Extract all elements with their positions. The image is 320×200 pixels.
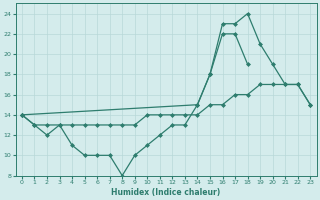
X-axis label: Humidex (Indice chaleur): Humidex (Indice chaleur): [111, 188, 221, 197]
